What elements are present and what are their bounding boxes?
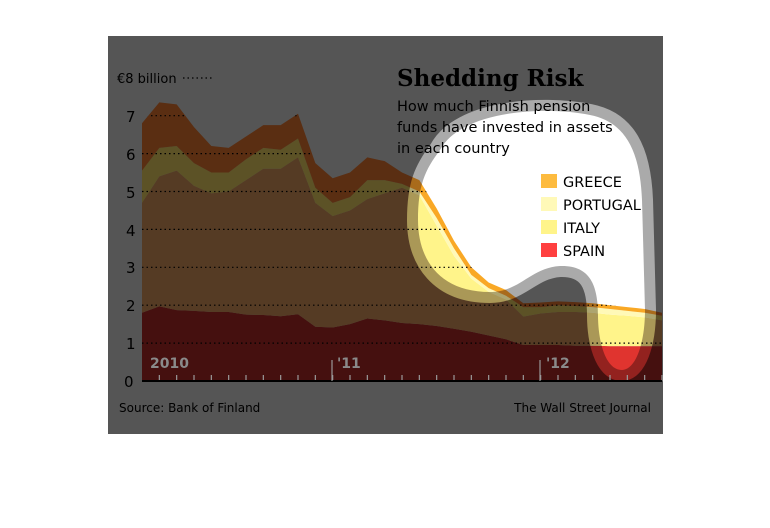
y-axis-labels: 7 6 5 4 3 2 1 0 <box>124 108 136 391</box>
credit-note: The Wall Street Journal <box>513 401 651 415</box>
x-tick-label-2012: '12 <box>546 356 570 372</box>
x-axis-ticks <box>158 375 663 381</box>
y-tick-label-7: 7 <box>126 108 136 126</box>
y-tick-label-6: 6 <box>126 146 136 164</box>
area-spain-dimmed <box>142 306 662 381</box>
dim-overlay <box>108 36 663 434</box>
y-tick-label-0: 0 <box>124 373 134 391</box>
chart-subtitle-line-1: How much Finnish pension <box>397 99 590 115</box>
legend-label-italy: ITALY <box>563 221 600 237</box>
chart-subtitle-line-3: in each country <box>397 141 510 157</box>
chart-title: Shedding Risk <box>397 65 584 92</box>
x-tick-label-2011: '11 <box>337 356 361 372</box>
legend-label-portugal: PORTUGAL <box>563 198 641 214</box>
chart-subtitle-line-2: funds have invested in assets <box>397 120 613 136</box>
source-note: Source: Bank of Finland <box>119 401 260 415</box>
area-italy-dimmed <box>142 157 662 347</box>
y-tick-label-3: 3 <box>126 259 136 277</box>
y-tick-label-2: 2 <box>126 297 136 315</box>
y-tick-label-4: 4 <box>126 222 136 240</box>
x-tick-label-2010: 2010 <box>150 356 189 372</box>
y-axis-unit-label: €8 billion <box>117 72 177 87</box>
y-tick-label-1: 1 <box>126 335 136 353</box>
legend-label-spain: SPAIN <box>563 244 605 260</box>
y-tick-label-5: 5 <box>126 184 136 202</box>
legend-label-greece: GREECE <box>563 175 622 191</box>
